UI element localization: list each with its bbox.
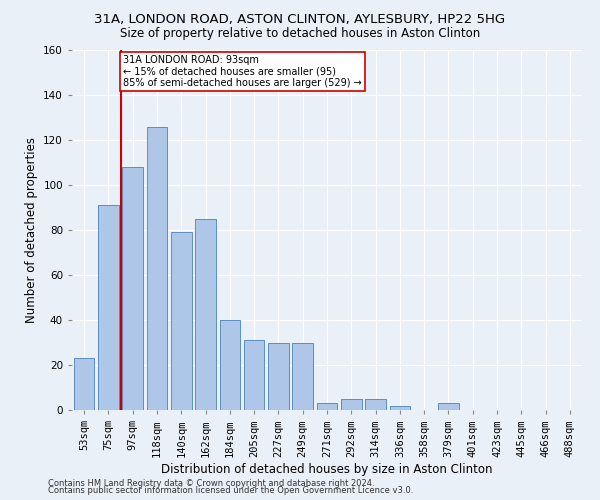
Bar <box>98 205 119 410</box>
Bar <box>341 399 362 410</box>
Bar <box>171 232 191 410</box>
Bar <box>365 399 386 410</box>
Bar <box>389 406 410 410</box>
Bar <box>268 342 289 410</box>
Y-axis label: Number of detached properties: Number of detached properties <box>25 137 38 323</box>
Bar <box>74 358 94 410</box>
X-axis label: Distribution of detached houses by size in Aston Clinton: Distribution of detached houses by size … <box>161 464 493 476</box>
Text: 31A LONDON ROAD: 93sqm
← 15% of detached houses are smaller (95)
85% of semi-det: 31A LONDON ROAD: 93sqm ← 15% of detached… <box>123 54 362 88</box>
Bar <box>122 167 143 410</box>
Bar <box>317 403 337 410</box>
Text: Size of property relative to detached houses in Aston Clinton: Size of property relative to detached ho… <box>120 28 480 40</box>
Text: 31A, LONDON ROAD, ASTON CLINTON, AYLESBURY, HP22 5HG: 31A, LONDON ROAD, ASTON CLINTON, AYLESBU… <box>94 12 506 26</box>
Bar <box>292 342 313 410</box>
Text: Contains HM Land Registry data © Crown copyright and database right 2024.: Contains HM Land Registry data © Crown c… <box>48 478 374 488</box>
Bar <box>438 403 459 410</box>
Bar <box>244 340 265 410</box>
Bar <box>220 320 240 410</box>
Bar <box>146 126 167 410</box>
Text: Contains public sector information licensed under the Open Government Licence v3: Contains public sector information licen… <box>48 486 413 495</box>
Bar <box>195 219 216 410</box>
